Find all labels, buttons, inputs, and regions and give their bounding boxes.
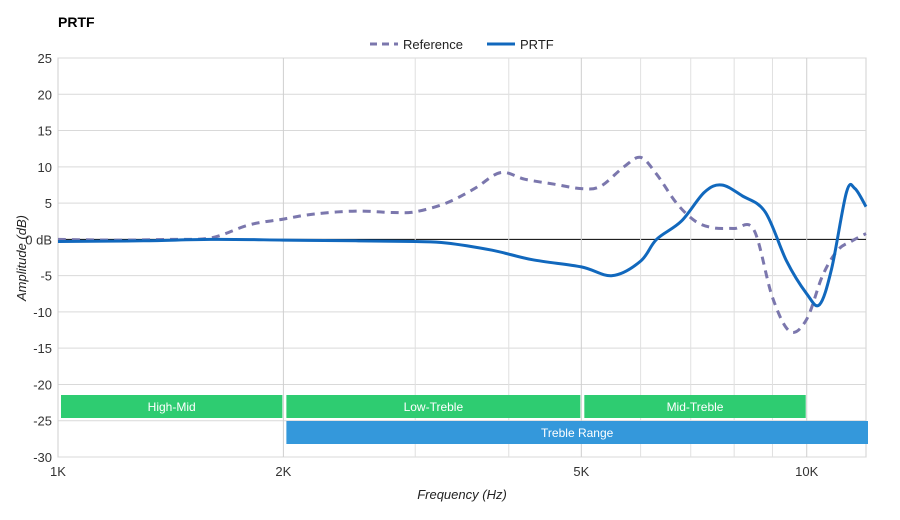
y-tick-label: 25 [38,51,52,66]
x-tick-label: 5K [573,464,589,479]
series-lines [57,155,868,334]
legend-label-reference: Reference [403,37,463,52]
series-line-reference [57,155,867,334]
range-bar [286,395,581,418]
x-tick-label: 1K [50,464,66,479]
y-axis-ticks: 25 20 15 10 5 0 dB -5 -10 -15 -20 -25 -30 [25,51,52,465]
y-axis-label: Amplitude (dB) [14,215,29,302]
y-tick-label: 0 dB [25,232,52,247]
y-tick-label: -20 [33,377,52,392]
y-tick-label: -30 [33,450,52,465]
range-label: Low-Treble [404,400,464,414]
grid [57,57,867,458]
y-tick-label: -25 [33,414,52,429]
x-axis-label: Frequency (Hz) [417,487,507,502]
y-tick-label: 20 [38,87,52,102]
x-tick-label: 10K [795,464,818,479]
legend: Reference PRTF [370,37,554,52]
y-tick-label: 10 [38,160,52,175]
x-tick-label: 2K [275,464,291,479]
range-bar [584,395,806,418]
series-line-prtf [57,183,868,308]
range-bar [61,395,283,418]
x-axis-ticks: 1K 2K 5K 10K [50,464,819,479]
y-tick-label: -5 [40,269,52,284]
legend-label-prtf: PRTF [520,37,554,52]
range-label: Treble Range [541,426,614,440]
frequency-ranges: High-Mid Low-Treble Mid-Treble Treble Range [61,395,869,444]
y-tick-label: 5 [45,196,52,211]
y-tick-label: 15 [38,124,52,139]
range-bar [286,421,869,444]
chart-title: PRTF [58,14,95,30]
y-tick-label: -10 [33,305,52,320]
range-label: Mid-Treble [667,400,724,414]
y-tick-label: -15 [33,341,52,356]
range-label: High-Mid [148,400,196,414]
